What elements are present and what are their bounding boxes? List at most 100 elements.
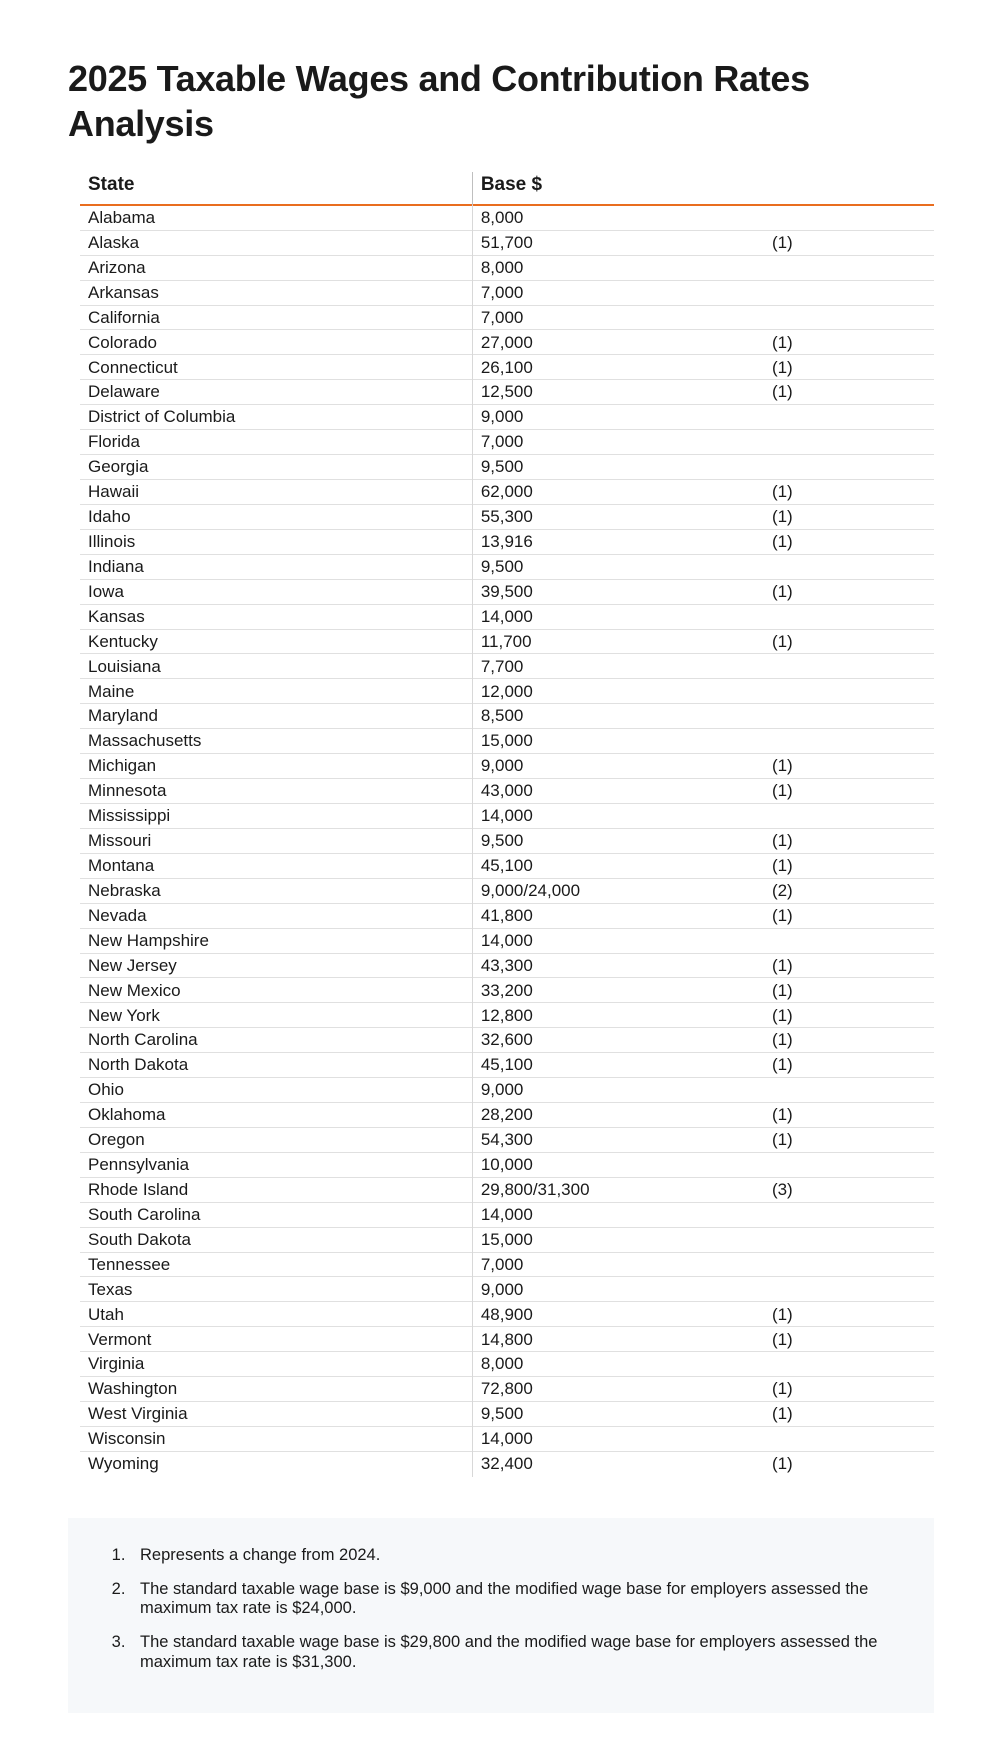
cell-state: Louisiana	[80, 654, 473, 679]
cell-state: New Hampshire	[80, 928, 473, 953]
table-row: Utah48,900(1)	[80, 1302, 934, 1327]
cell-state: Maine	[80, 679, 473, 704]
row-divider	[472, 953, 473, 979]
cell-note: (1)	[712, 853, 934, 878]
cell-base-value: 8,000	[481, 1354, 524, 1373]
table-row: Virginia 8,000	[80, 1352, 934, 1377]
row-divider	[472, 853, 473, 879]
cell-base: 28,200	[473, 1103, 712, 1128]
cell-base: 8,500	[473, 704, 712, 729]
cell-base-value: 9,000	[481, 1280, 524, 1299]
table-row: North Carolina32,600(1)	[80, 1028, 934, 1053]
table-header-row: State Base $	[80, 168, 934, 205]
cell-base-value: 9,500	[481, 557, 524, 576]
cell-state: Alaska	[80, 230, 473, 255]
table-row: Kentucky11,700(1)	[80, 629, 934, 654]
cell-base: 43,300	[473, 953, 712, 978]
cell-state: Vermont	[80, 1327, 473, 1352]
cell-base-value: 43,000	[481, 781, 533, 800]
cell-note: (1)	[712, 1053, 934, 1078]
row-divider	[472, 803, 473, 829]
table-row: Tennessee7,000	[80, 1252, 934, 1277]
cell-base-value: 9,500	[481, 831, 524, 850]
row-divider	[472, 1301, 473, 1327]
row-divider	[472, 1152, 473, 1178]
cell-state: Oklahoma	[80, 1103, 473, 1128]
table-row: Vermont14,800(1)	[80, 1327, 934, 1352]
cell-base: 41,800	[473, 903, 712, 928]
cell-note: (1)	[712, 380, 934, 405]
row-divider	[472, 678, 473, 704]
cell-base: 9,500	[473, 828, 712, 853]
cell-state: Minnesota	[80, 779, 473, 804]
table-row: Florida7,000	[80, 430, 934, 455]
cell-base: 9,000	[473, 1277, 712, 1302]
cell-base-value: 7,700	[481, 657, 524, 676]
cell-base-value: 7,000	[481, 1255, 524, 1274]
row-divider	[472, 329, 473, 355]
cell-base-value: 10,000	[481, 1155, 533, 1174]
table-row: Arkansas7,000	[80, 280, 934, 305]
cell-base-value: 12,500	[481, 382, 533, 401]
cell-base: 27,000	[473, 330, 712, 355]
cell-note	[712, 679, 934, 704]
row-divider	[472, 504, 473, 530]
cell-base: 7,700	[473, 654, 712, 679]
row-divider	[472, 379, 473, 405]
cell-base: 62,000	[473, 479, 712, 504]
table-body: Alabama8,000Alaska51,700(1)Arizona8,000A…	[80, 205, 934, 1476]
cell-base-value: 9,000	[481, 1080, 524, 1099]
cell-state: Mississippi	[80, 803, 473, 828]
cell-base-value: 7,000	[481, 432, 524, 451]
table-row: Wisconsin14,000	[80, 1427, 934, 1452]
cell-base-value: 39,500	[481, 582, 533, 601]
cell-note: (1)	[712, 1302, 934, 1327]
footnotes-list: Represents a change from 2024.The standa…	[104, 1546, 898, 1673]
table-row: Colorado27,000(1)	[80, 330, 934, 355]
footnote-item: The standard taxable wage base is $29,80…	[130, 1633, 898, 1673]
cell-base: 14,800	[473, 1327, 712, 1352]
cell-base: 12,000	[473, 679, 712, 704]
table-row: Missouri9,500(1)	[80, 828, 934, 853]
row-divider	[472, 778, 473, 804]
cell-base: 8,000	[473, 205, 712, 230]
cell-state: Virginia	[80, 1352, 473, 1377]
cell-base-value: 11,700	[481, 632, 532, 651]
cell-note: (1)	[712, 903, 934, 928]
row-divider	[472, 1451, 473, 1477]
cell-note: (1)	[712, 1327, 934, 1352]
cell-state: Montana	[80, 853, 473, 878]
cell-base-value: 14,000	[481, 1205, 533, 1224]
cell-state: Arizona	[80, 255, 473, 280]
table-row: Washington72,800(1)	[80, 1377, 934, 1402]
table-row: Wyoming32,400(1)	[80, 1451, 934, 1475]
row-divider	[472, 1027, 473, 1053]
cell-note	[712, 803, 934, 828]
row-divider	[472, 728, 473, 754]
cell-base-value: 55,300	[481, 507, 533, 526]
row-divider	[472, 1351, 473, 1377]
table-row: Indiana9,500	[80, 554, 934, 579]
cell-note: (2)	[712, 878, 934, 903]
cell-state: Illinois	[80, 529, 473, 554]
table-row: Hawaii62,000(1)	[80, 479, 934, 504]
cell-base-value: 32,600	[481, 1030, 533, 1049]
cell-note: (1)	[712, 355, 934, 380]
cell-base-value: 14,000	[481, 931, 533, 950]
cell-base-value: 15,000	[481, 1230, 533, 1249]
cell-base: 45,100	[473, 853, 712, 878]
cell-base-value: 9,000	[481, 756, 524, 775]
cell-state: California	[80, 305, 473, 330]
cell-base-value: 27,000	[481, 333, 533, 352]
table-row: Alabama8,000	[80, 205, 934, 230]
cell-base-value: 62,000	[481, 482, 533, 501]
cell-state: Hawaii	[80, 479, 473, 504]
cell-base-value: 33,200	[481, 981, 533, 1000]
cell-note	[712, 554, 934, 579]
cell-state: Rhode Island	[80, 1177, 473, 1202]
table-row: Nevada41,800(1)	[80, 903, 934, 928]
cell-note	[712, 430, 934, 455]
table-row: Delaware12,500(1)	[80, 380, 934, 405]
row-divider	[472, 1401, 473, 1427]
cell-base-value: 26,100	[481, 358, 533, 377]
